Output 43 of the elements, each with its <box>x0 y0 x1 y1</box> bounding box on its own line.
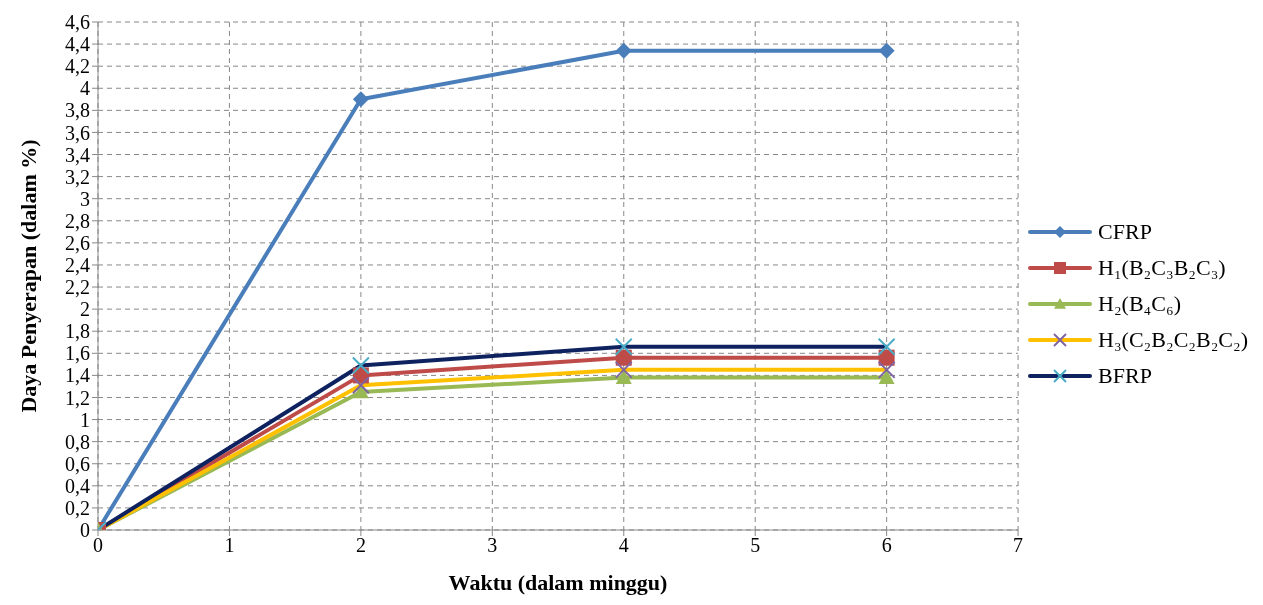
y-tick-label: 0,6 <box>65 452 90 475</box>
point <box>352 91 369 108</box>
y-tick-label: 2 <box>80 298 90 321</box>
x-tick-label: 7 <box>1013 534 1024 557</box>
legend-label: CFRP <box>1098 219 1152 245</box>
y-tick-label: 2,8 <box>65 209 90 232</box>
y-tick-label: 3,4 <box>65 143 90 166</box>
y-tick-label: 4,2 <box>65 55 90 78</box>
y-tick-label: 0,4 <box>65 474 90 497</box>
y-tick-label: 2,2 <box>65 276 90 299</box>
y-tick-label: 0,8 <box>65 430 90 453</box>
y-tick-label: 0,2 <box>65 497 90 520</box>
x-tick-label: 5 <box>750 534 761 557</box>
legend-label: H₃(C₂B₂C₂B₂C₂) <box>1098 327 1248 353</box>
point <box>615 369 632 384</box>
y-tick-label: 3,6 <box>65 121 90 144</box>
x-tick-label: 4 <box>618 534 629 557</box>
x-axis-title: Waktu (dalam minggu) <box>448 570 668 595</box>
y-tick-label: 2,6 <box>65 231 90 254</box>
y-tick-label: 1,2 <box>65 386 90 409</box>
x-tick-label: 3 <box>487 534 498 557</box>
y-tick-label: 1,4 <box>65 364 90 387</box>
y-tick-label: 1 <box>80 408 90 431</box>
legend-label: H₂(B₄C₆) <box>1098 291 1181 317</box>
y-tick-label: 4,6 <box>65 11 90 34</box>
y-tick-label: 4 <box>80 77 90 100</box>
point <box>878 42 895 59</box>
y-tick-label: 2,4 <box>65 254 90 277</box>
x-tick-label: 6 <box>881 534 892 557</box>
y-axis-title: Daya Penyerapan (dalam %) <box>15 139 41 413</box>
y-tick-label: 4,4 <box>65 33 90 56</box>
y-tick-label: 1,6 <box>65 342 90 365</box>
x-tick-label: 1 <box>224 534 235 557</box>
point <box>615 42 632 59</box>
y-tick-label: 0 <box>80 519 90 542</box>
y-tick-label: 3 <box>80 187 90 210</box>
legend-label: BFRP <box>1098 363 1152 389</box>
x-tick-label: 2 <box>355 534 366 557</box>
legend-label: H₁(B₂C₃B₂C₃) <box>1098 255 1226 281</box>
y-tick-label: 3,8 <box>65 99 90 122</box>
point <box>878 369 895 384</box>
y-tick-label: 1,8 <box>65 320 90 343</box>
y-tick-label: 3,2 <box>65 165 90 188</box>
